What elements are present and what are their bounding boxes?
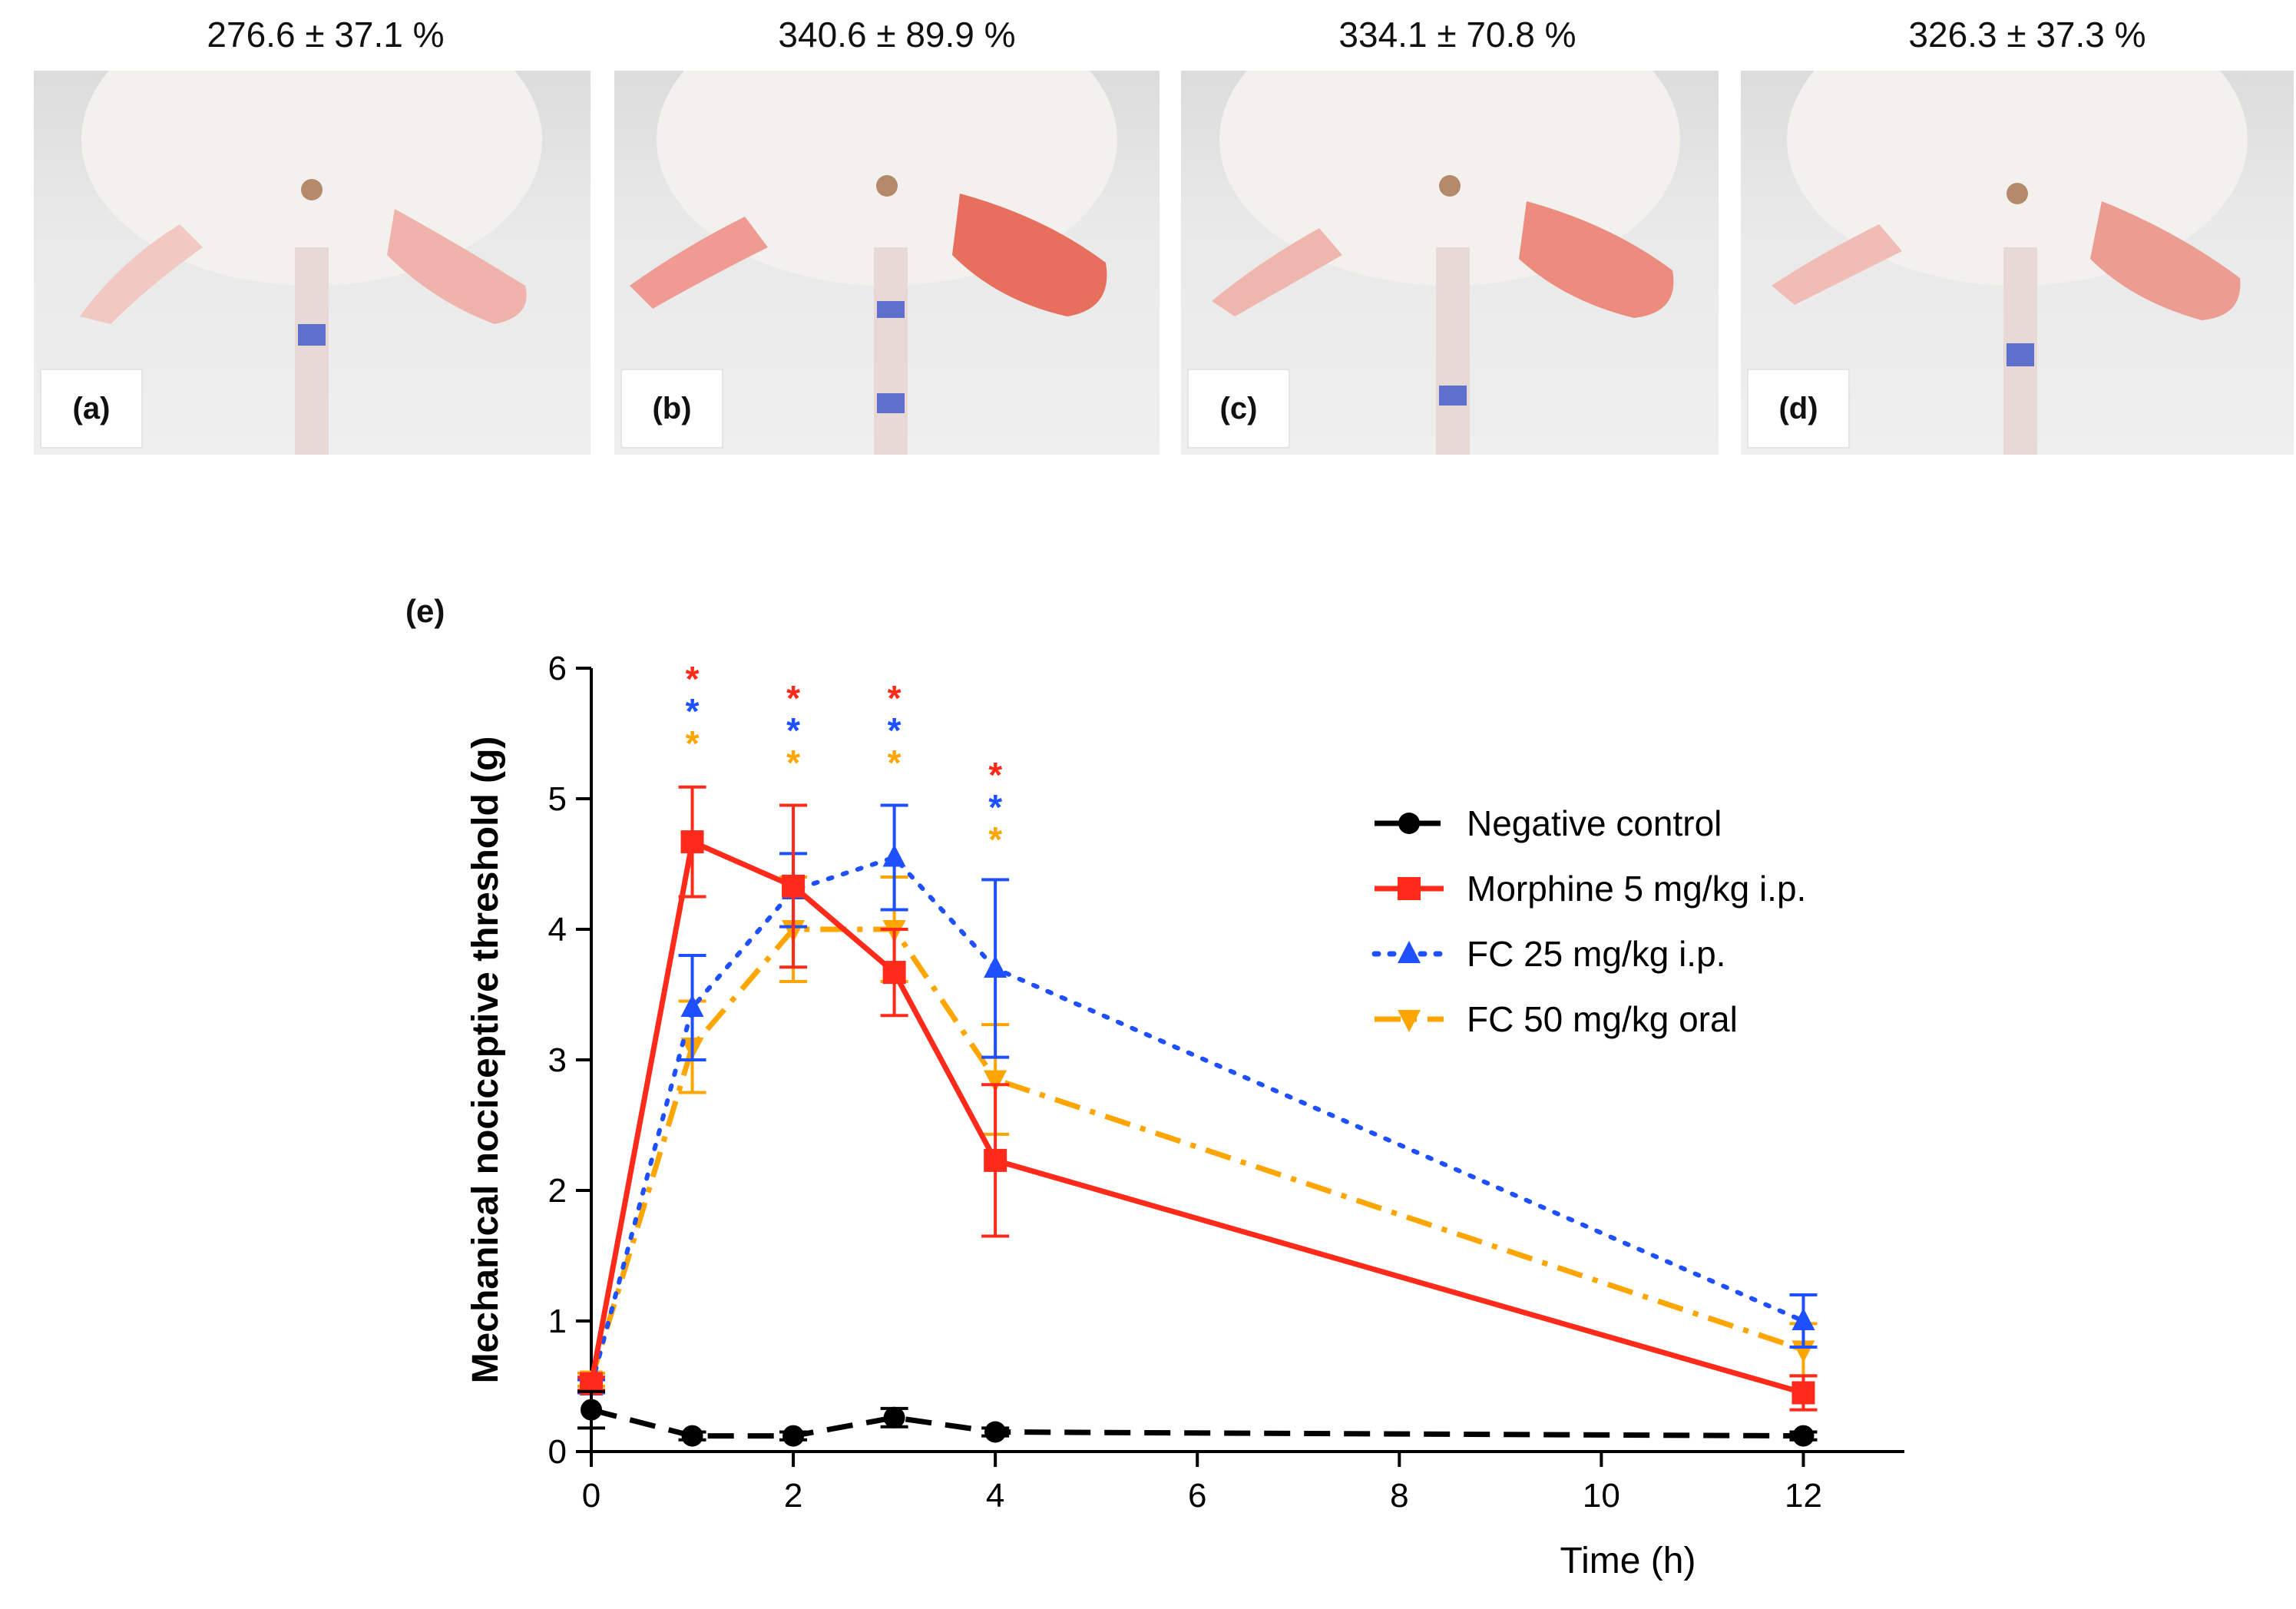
mouse-illustration-d bbox=[1772, 71, 2248, 455]
x-tick-label: 12 bbox=[1785, 1477, 1822, 1515]
significance-asterisk: * bbox=[786, 743, 800, 783]
significance-asterisk: * bbox=[888, 743, 902, 783]
photo-d-value: 326.3 ± 37.3 % bbox=[1908, 15, 2146, 55]
legend-marker-morphine-5-mg-kg-i-p bbox=[1398, 877, 1421, 900]
photo-b: (b) bbox=[614, 71, 1160, 455]
series-line-fc-50-mg-kg-oral bbox=[588, 926, 1805, 1381]
data-point-negative-control bbox=[984, 1421, 1007, 1443]
x-axis-title: Time (h) bbox=[1560, 1541, 1696, 1581]
data-point-negative-control bbox=[581, 1399, 602, 1421]
mouse-illustration-c bbox=[1212, 71, 1680, 455]
significance-asterisk: * bbox=[988, 787, 1002, 827]
significance-asterisk: * bbox=[988, 819, 1002, 859]
legend-marker-fc-50-mg-kg-oral bbox=[1398, 1010, 1421, 1032]
y-tick-label: 0 bbox=[548, 1433, 567, 1471]
data-point-negative-control bbox=[883, 1406, 905, 1429]
data-point-negative-control bbox=[782, 1425, 805, 1447]
y-tick-label: 6 bbox=[548, 650, 567, 687]
data-point-fc-50-mg-kg-oral bbox=[984, 1070, 1007, 1093]
data-point-fc-25-mg-kg-i-p bbox=[882, 844, 906, 867]
panel-e-label: (e) bbox=[405, 593, 445, 629]
significance-asterisk: * bbox=[786, 710, 800, 750]
data-point-negative-control bbox=[1792, 1425, 1815, 1447]
photo-c-label: (c) bbox=[1187, 369, 1290, 449]
legend-label-fc-25-mg-kg-i-p: FC 25 mg/kg i.p. bbox=[1467, 934, 1725, 974]
data-point-morphine-5-mg-kg-i-p bbox=[1791, 1381, 1815, 1405]
series-line-fc-25-mg-kg-i-p bbox=[589, 855, 1806, 1389]
photo-d: (d) bbox=[1741, 71, 2294, 455]
significance-asterisk: * bbox=[988, 755, 1002, 795]
photo-b-value: 340.6 ± 89.9 % bbox=[778, 15, 1016, 55]
y-tick-label: 5 bbox=[548, 780, 567, 818]
photo-d-label: (d) bbox=[1747, 369, 1850, 449]
mouse-illustration-b bbox=[630, 71, 1117, 455]
significance-asterisk: * bbox=[686, 659, 700, 699]
photo-a-value: 276.6 ± 37.1 % bbox=[207, 15, 445, 55]
x-tick-label: 2 bbox=[784, 1477, 802, 1515]
data-point-morphine-5-mg-kg-i-p bbox=[882, 961, 906, 985]
data-point-fc-25-mg-kg-i-p bbox=[984, 955, 1007, 978]
significance-asterisk: * bbox=[786, 678, 800, 718]
y-axis-title: Mechanical nociceptive threshold (g) bbox=[465, 737, 506, 1384]
legend-label-morphine-5-mg-kg-i-p: Morphine 5 mg/kg i.p. bbox=[1467, 869, 1806, 909]
legend-marker-fc-25-mg-kg-i-p bbox=[1398, 941, 1421, 963]
data-point-morphine-5-mg-kg-i-p bbox=[782, 874, 806, 898]
x-tick-label: 0 bbox=[582, 1477, 600, 1515]
significance-asterisk: * bbox=[888, 678, 902, 718]
series-line-negative-control bbox=[591, 1407, 1804, 1439]
legend-marker-negative-control bbox=[1398, 813, 1420, 834]
photo-c: (c) bbox=[1181, 71, 1719, 455]
photo-c-value: 334.1 ± 70.8 % bbox=[1338, 15, 1576, 55]
data-point-morphine-5-mg-kg-i-p bbox=[680, 830, 704, 854]
legend-label-negative-control: Negative control bbox=[1467, 803, 1722, 843]
x-tick-label: 6 bbox=[1188, 1477, 1206, 1515]
x-tick-label: 8 bbox=[1390, 1477, 1408, 1515]
y-tick-label: 4 bbox=[548, 911, 567, 949]
data-point-fc-25-mg-kg-i-p bbox=[680, 995, 704, 1017]
y-tick-label: 2 bbox=[548, 1172, 567, 1210]
legend-label-fc-50-mg-kg-oral: FC 50 mg/kg oral bbox=[1467, 999, 1738, 1039]
data-point-fc-25-mg-kg-i-p bbox=[1791, 1308, 1815, 1330]
photo-a-label: (a) bbox=[40, 369, 143, 449]
mouse-illustration-a bbox=[80, 71, 542, 455]
data-point-negative-control bbox=[681, 1425, 703, 1447]
data-point-morphine-5-mg-kg-i-p bbox=[984, 1148, 1007, 1172]
x-tick-label: 10 bbox=[1583, 1477, 1620, 1515]
y-tick-label: 1 bbox=[548, 1303, 567, 1340]
photo-a: (a) bbox=[34, 71, 591, 455]
series-line-morphine-5-mg-kg-i-p bbox=[588, 838, 1805, 1395]
significance-asterisk: * bbox=[686, 723, 700, 763]
significance-asterisk: * bbox=[686, 691, 700, 731]
y-tick-label: 3 bbox=[548, 1041, 567, 1079]
x-tick-label: 4 bbox=[986, 1477, 1004, 1515]
significance-asterisk: * bbox=[888, 710, 902, 750]
photo-b-label: (b) bbox=[620, 369, 723, 449]
